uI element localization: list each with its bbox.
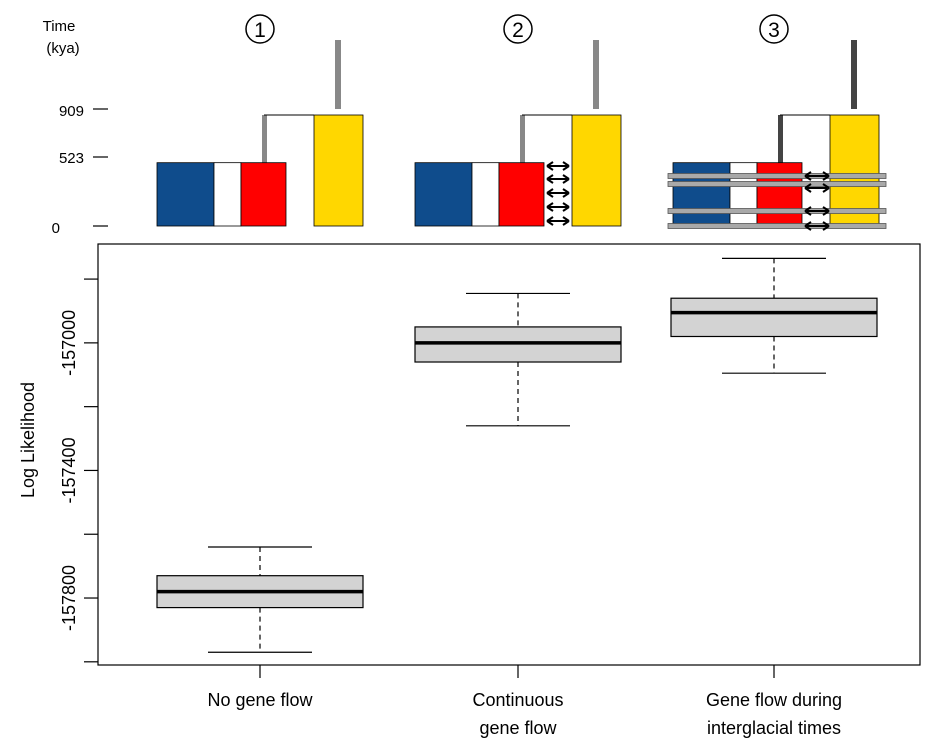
migration-arrow — [804, 221, 830, 231]
population-blue — [414, 162, 473, 227]
plot-frame — [97, 243, 921, 666]
arrow-head-left — [804, 183, 812, 193]
scenario-number-circle — [503, 14, 533, 44]
interglacial-band — [667, 181, 887, 187]
time-tick-0: 0 — [52, 220, 60, 237]
population-gap — [471, 162, 500, 227]
ancestral-stem — [778, 115, 783, 163]
migration-arrow — [546, 216, 570, 226]
iqr-box — [670, 297, 878, 338]
x-axis: No gene flow Continuous gene flow Gene flow… — [207, 665, 842, 738]
x-tick-label-line2: interglacial times — [707, 718, 841, 738]
ancestral-stem — [520, 115, 525, 163]
scenario-trees: 1 2 3 — [156, 14, 887, 231]
y-axis-label: Log Likelihood — [18, 382, 38, 498]
y-tick-label: -157400 — [59, 437, 79, 503]
migration-arrow — [546, 188, 570, 198]
tree-panel: Time (kya) 909 523 0 1 2 3 — [43, 14, 887, 237]
root-stem — [593, 40, 599, 109]
arrow-head-right — [562, 202, 570, 212]
scenario-tree-3: 3 — [667, 14, 887, 231]
arrow-head-left — [546, 202, 554, 212]
x-tick-label-line1: Gene flow during — [706, 690, 842, 710]
population-gap — [213, 162, 242, 227]
arrow-head-right — [562, 188, 570, 198]
y-tick-label: -157800 — [59, 565, 79, 631]
root-stem — [851, 40, 857, 109]
migration-arrow — [546, 161, 570, 171]
migration-arrow — [546, 202, 570, 212]
arrow-head-right — [822, 221, 830, 231]
boxplot-panel: Log Likelihood -157800 -157400 -157000 No … — [18, 243, 921, 738]
population-red — [498, 162, 545, 227]
population-yellow — [313, 114, 364, 227]
population-yellow — [829, 114, 880, 227]
scenario-tree-1: 1 — [156, 14, 364, 227]
scenario-number: 3 — [768, 19, 780, 42]
arrow-head-left — [546, 161, 554, 171]
migration-arrow — [804, 183, 830, 193]
interglacial-band — [667, 173, 887, 179]
box-3 — [670, 257, 878, 374]
arrow-head-left — [546, 174, 554, 184]
arrow-head-left — [804, 206, 812, 216]
root-stem — [335, 40, 341, 109]
x-tick-label-line1: No gene flow — [207, 690, 313, 710]
migration-arrow — [546, 174, 570, 184]
arrow-head-right — [562, 216, 570, 226]
scenario-number-circle — [245, 14, 275, 44]
scenario-number: 2 — [512, 19, 524, 42]
interglacial-band — [667, 223, 887, 229]
arrow-head-left — [546, 216, 554, 226]
population-gap — [729, 162, 758, 227]
arrow-head-left — [546, 188, 554, 198]
time-axis-title-line1: Time — [43, 18, 76, 35]
population-blue — [672, 162, 731, 227]
arrow-head-right — [562, 174, 570, 184]
time-axis-title-line2: (kya) — [46, 40, 79, 57]
scenario-number: 1 — [254, 19, 266, 42]
arrow-head-right — [822, 171, 830, 181]
arrow-head-right — [822, 183, 830, 193]
scenario-number-circle — [759, 14, 789, 44]
box-1 — [156, 546, 364, 653]
arrow-head-left — [804, 221, 812, 231]
migration-arrow — [804, 171, 830, 181]
y-tick-label: -157000 — [59, 310, 79, 376]
arrow-head-right — [562, 161, 570, 171]
population-red — [240, 162, 287, 227]
population-red — [756, 162, 803, 227]
ancestral-stem — [262, 115, 267, 163]
time-tick-523: 523 — [59, 150, 84, 167]
x-tick-label-line1: Continuous — [472, 690, 563, 710]
time-tick-909: 909 — [59, 103, 84, 120]
population-blue — [156, 162, 215, 227]
x-tick-label-line2: gene flow — [479, 718, 557, 738]
box-2 — [414, 292, 622, 427]
y-axis: -157800 -157400 -157000 — [59, 278, 98, 663]
population-yellow — [571, 114, 622, 227]
migration-arrow — [804, 206, 830, 216]
interglacial-band — [667, 208, 887, 214]
arrow-head-left — [804, 171, 812, 181]
box-series — [156, 257, 878, 653]
arrow-head-right — [822, 206, 830, 216]
scenario-tree-2: 2 — [414, 14, 622, 227]
